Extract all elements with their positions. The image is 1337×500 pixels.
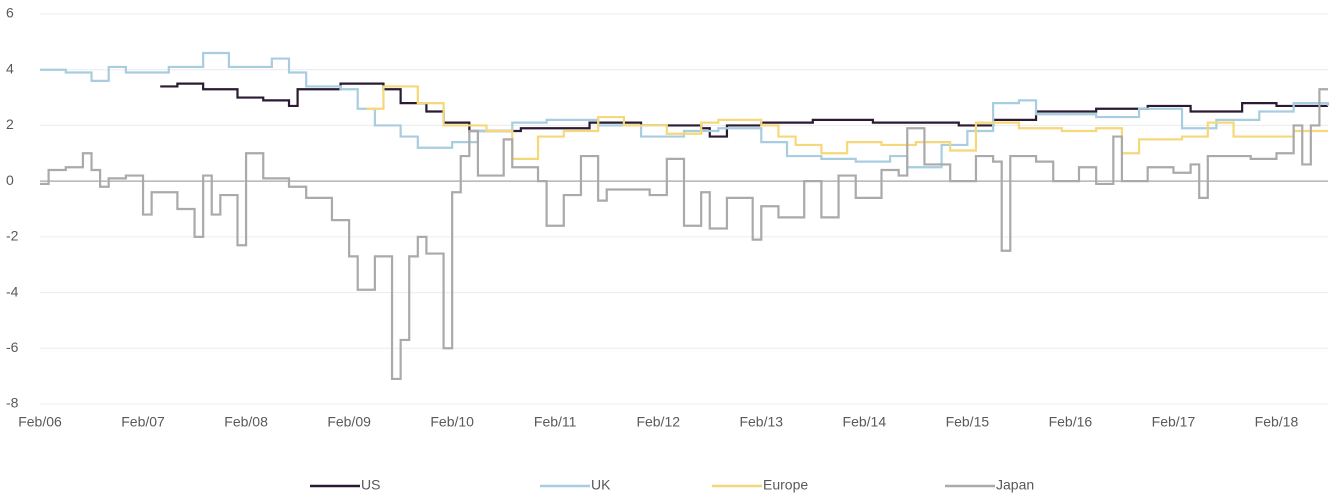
x-tick-label: Feb/12 (636, 414, 680, 430)
series-line (160, 82, 1328, 138)
legend-label: UK (591, 477, 611, 493)
x-tick-label: Feb/10 (430, 414, 474, 430)
x-tick-label: Feb/17 (1152, 414, 1196, 430)
x-tick-label: Feb/11 (534, 414, 577, 430)
x-tick-label: Feb/13 (739, 414, 783, 430)
y-tick-label: -6 (6, 339, 19, 355)
x-tick-label: Feb/15 (946, 414, 990, 430)
x-tick-label: Feb/07 (121, 414, 165, 430)
y-tick-label: -4 (6, 283, 19, 299)
y-tick-label: 0 (6, 172, 14, 188)
legend-label: Europe (763, 477, 808, 493)
legend-label: Japan (996, 477, 1034, 493)
x-tick-label: Feb/09 (327, 414, 371, 430)
x-tick-label: Feb/16 (1049, 414, 1093, 430)
y-tick-label: 2 (6, 116, 14, 132)
x-tick-label: Feb/06 (18, 414, 62, 430)
x-tick-label: Feb/18 (1255, 414, 1299, 430)
legend-label: US (361, 477, 380, 493)
y-tick-label: -8 (6, 395, 19, 411)
y-tick-label: 6 (6, 5, 14, 21)
x-tick-label: Feb/08 (224, 414, 268, 430)
y-tick-label: 4 (6, 60, 14, 76)
y-tick-label: -2 (6, 228, 19, 244)
series-line (366, 85, 1328, 160)
x-tick-label: Feb/14 (843, 414, 887, 430)
series-line (40, 88, 1328, 381)
